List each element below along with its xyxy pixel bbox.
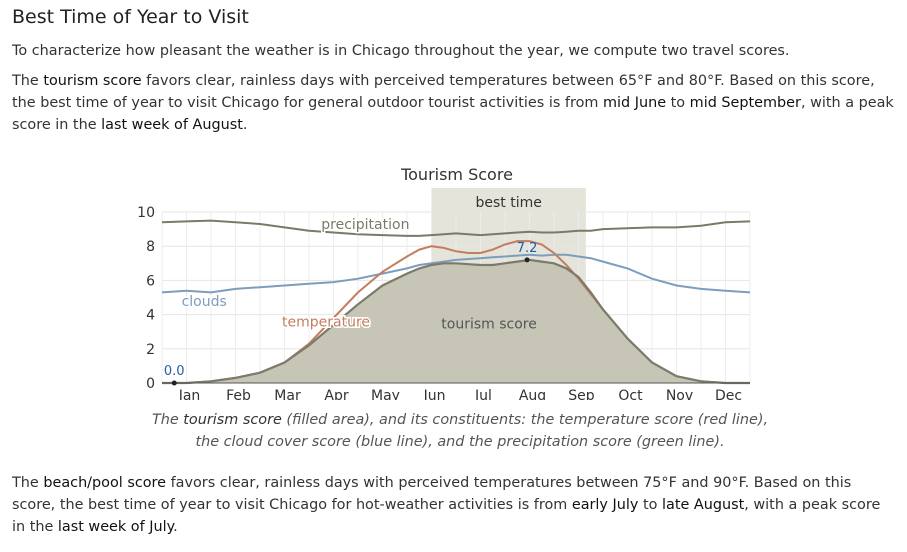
x-tick-label-may: May: [371, 388, 400, 400]
x-tick-label-dec: Dec: [715, 388, 742, 400]
tourism-score-term: tourism score: [43, 73, 142, 89]
annotation-label-1: 0.0: [164, 364, 185, 379]
y-tick-label-0: 0: [146, 376, 155, 392]
series-line-clouds: [161, 253, 751, 294]
best-time-start: mid June: [602, 95, 667, 111]
y-tick-label-4: 4: [146, 308, 155, 324]
series-label-clouds: clouds: [182, 294, 227, 310]
series-label-precipitation: precipitation: [321, 217, 409, 233]
x-tick-label-apr: Apr: [324, 388, 348, 400]
x-tick-label-jun: Jun: [423, 388, 446, 400]
tourism-score-chart: Tourism Score best time 0 2 4 6 8 10 Jan Feb Mar A…: [137, 165, 751, 400]
x-tick-label-aug: Aug: [519, 388, 546, 400]
x-tick-label-oct: Oct: [618, 388, 643, 400]
x-tick-label-jan: Jan: [178, 388, 201, 400]
page-title: Best Time of Year to Visit: [12, 6, 249, 28]
beach-best-time-start: early July: [571, 497, 639, 513]
y-tick-label-6: 6: [146, 273, 155, 289]
caption-tourism-score-term: tourism score: [183, 412, 282, 428]
chart-caption: The tourism score (filled area), and its…: [151, 412, 769, 450]
x-tick-label-jul: Jul: [474, 388, 492, 400]
series-line-precipitation: [161, 219, 751, 237]
intro-paragraph: To characterize how pleasant the weather…: [12, 43, 790, 59]
x-tick-label-mar: Mar: [274, 388, 301, 400]
beach-best-time-end: late August: [662, 497, 745, 513]
best-time-end: mid September: [689, 95, 801, 111]
series-label-temperature: temperature: [282, 315, 370, 331]
x-tick-label-sep: Sep: [568, 388, 595, 400]
best-time-label: best time: [475, 195, 541, 211]
tourism-paragraph: The tourism score favors clear, rainless…: [12, 73, 894, 133]
series-area-tourism-score: [162, 259, 750, 383]
beach-peak-period: last week of July: [57, 519, 174, 535]
chart-title: Tourism Score: [400, 165, 513, 184]
beach-paragraph: The beach/pool score favors clear, rainl…: [12, 475, 881, 535]
series-label-tourism-score: tourism score: [441, 316, 537, 332]
annotation-label-2: 7.2: [517, 241, 538, 256]
annotation-point-1: [171, 380, 177, 386]
beach-score-term: beach/pool score: [43, 475, 167, 491]
x-tick-label-nov: Nov: [666, 388, 693, 400]
y-tick-label-8: 8: [146, 239, 155, 255]
series-line-tourism-score: [162, 258, 750, 385]
x-tick-label-feb: Feb: [226, 388, 251, 400]
peak-period: last week of August: [101, 117, 243, 133]
y-tick-label-2: 2: [146, 342, 155, 358]
y-tick-label-10: 10: [137, 205, 155, 221]
annotation-point-2: [524, 257, 530, 263]
